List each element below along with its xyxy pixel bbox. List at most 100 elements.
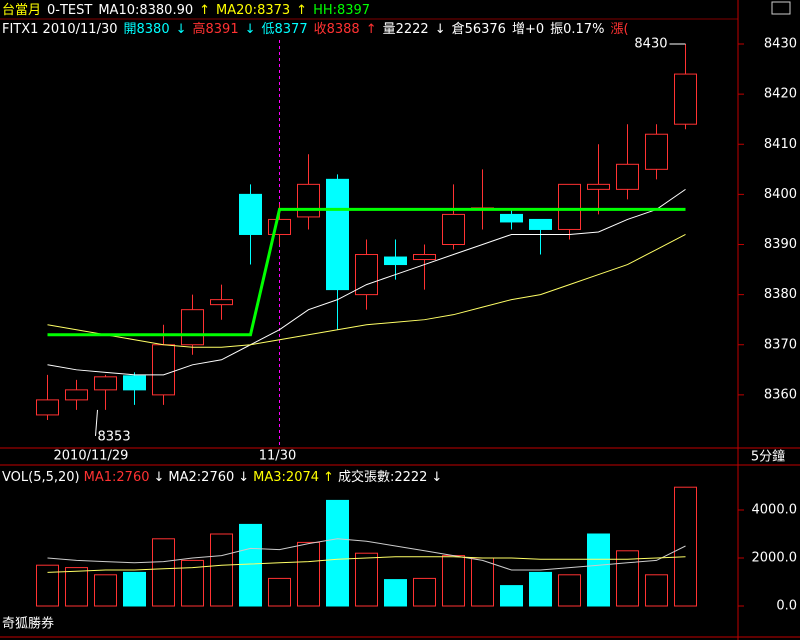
y-tick-label: 8390	[764, 237, 797, 252]
candle-body	[36, 399, 59, 416]
panel-header-item: ↑	[323, 470, 334, 485]
volume-bar	[674, 486, 697, 607]
header-item: 量2222	[383, 22, 429, 37]
header-item: 振0.17%	[550, 22, 604, 37]
candle-body	[500, 213, 523, 223]
header-item: ↑	[296, 3, 307, 18]
header-item: ↑	[366, 22, 377, 37]
candle-body	[297, 183, 320, 218]
y-tick-label: 0.0	[776, 599, 797, 614]
header-item: 收8388	[314, 22, 360, 37]
panel-header: VOL(5,5,20) MA1:2760 ↓ MA2:2760 ↓ MA3:2074 ↑ 成交…	[2, 469, 442, 485]
volume-bar	[123, 571, 146, 607]
header-item: FITX1 2010/11/30	[2, 22, 118, 37]
candle-body	[442, 213, 465, 246]
candle-body	[529, 218, 552, 230]
candle-body	[326, 178, 349, 291]
y-tick-label: 8380	[764, 287, 797, 302]
y-tick-label: 2000.0	[752, 551, 798, 566]
header-item: 低8377	[262, 22, 308, 37]
volume-bar	[413, 577, 436, 607]
candle-body	[558, 183, 581, 230]
panel-header-item: MA3:2074	[253, 470, 319, 485]
volume-bar	[442, 555, 465, 607]
header-item: MA20:8373	[216, 3, 290, 18]
candle-body	[65, 389, 88, 401]
candle-body	[413, 254, 436, 261]
x-tick-label: 11/30	[259, 449, 296, 464]
y-tick-label: 8370	[764, 337, 797, 352]
header-item: 倉56376	[452, 22, 506, 37]
candle-body	[645, 133, 668, 170]
volume-bar	[239, 523, 262, 607]
volume-bar	[326, 499, 349, 607]
volume-bar	[152, 538, 175, 607]
header-item: ↑	[199, 3, 210, 18]
window-icon[interactable]	[771, 1, 791, 15]
header-item: ↓	[245, 22, 256, 37]
volume-bar	[616, 550, 639, 607]
volume-bar	[210, 533, 233, 607]
panel-header-item: ↓	[431, 470, 442, 485]
header-item: ↓	[176, 22, 187, 37]
header-item: 台當月	[2, 3, 41, 18]
volume-bar	[587, 533, 610, 607]
x-tick-label: 2010/11/29	[54, 449, 129, 464]
candle-body	[181, 309, 204, 346]
annotation: 8353	[98, 429, 131, 444]
candle-body	[94, 376, 117, 391]
candle-body	[268, 218, 291, 235]
header-item: ↓	[435, 22, 446, 37]
panel-header-item: VOL(5,5,20)	[2, 470, 80, 485]
panel-header-item: ↓	[238, 470, 249, 485]
volume-bar	[529, 571, 552, 607]
volume-bar	[471, 557, 494, 607]
header-item: 漲(	[610, 22, 628, 37]
candle-body	[384, 256, 407, 266]
volume-bar	[297, 541, 320, 607]
candle-body	[239, 193, 262, 235]
header-line: FITX1 2010/11/30 開8380 ↓ 高8391 ↓ 低8377 收8388 ↑ 量…	[2, 21, 629, 37]
volume-bar	[36, 564, 59, 607]
panel-header-item: MA2:2760	[168, 470, 234, 485]
header-item: 增+0	[512, 22, 544, 37]
volume-bar	[94, 574, 117, 607]
y-tick-label: 8420	[764, 87, 797, 102]
header-line: 台當月 0-TEST MA10:8380.90 ↑ MA20:8373 ↑ HH:8397	[2, 3, 370, 18]
header-item: 高8391	[193, 21, 239, 37]
panel-header-item: MA1:2760	[84, 470, 150, 485]
footer: 奇狐勝券	[2, 616, 54, 632]
indicator-line	[47, 538, 686, 571]
header-item: HH:8397	[313, 3, 370, 18]
candle-body	[210, 299, 233, 306]
annotation-leader	[95, 409, 98, 437]
header-item: MA10:8380.90	[98, 3, 193, 18]
volume-bar	[268, 577, 291, 607]
panel-header-item: 成交張數:2222	[338, 469, 427, 485]
volume-bar	[181, 559, 204, 607]
volume-bar	[645, 574, 668, 607]
panel-header-item: ↓	[154, 470, 165, 485]
volume-bar	[65, 567, 88, 607]
candle-body	[587, 183, 610, 190]
y-tick-label: 8400	[764, 187, 797, 202]
indicator-line	[47, 234, 686, 348]
volume-bar	[500, 585, 523, 607]
indicator-line	[47, 556, 686, 573]
volume-bar	[355, 552, 378, 607]
period-label: 5分鐘	[751, 449, 785, 465]
candle-body	[123, 375, 146, 391]
y-tick-label: 8430	[764, 37, 797, 52]
annotation: 8430	[634, 37, 667, 52]
volume-bar	[384, 579, 407, 607]
candle-body	[355, 254, 378, 296]
indicator-line	[47, 188, 686, 376]
y-tick-label: 8410	[764, 137, 797, 152]
candle-body	[674, 73, 697, 125]
indicator-line	[47, 207, 686, 337]
candle-body	[616, 163, 639, 190]
y-tick-label: 8360	[764, 387, 797, 402]
header-item: 開8380	[124, 22, 170, 37]
